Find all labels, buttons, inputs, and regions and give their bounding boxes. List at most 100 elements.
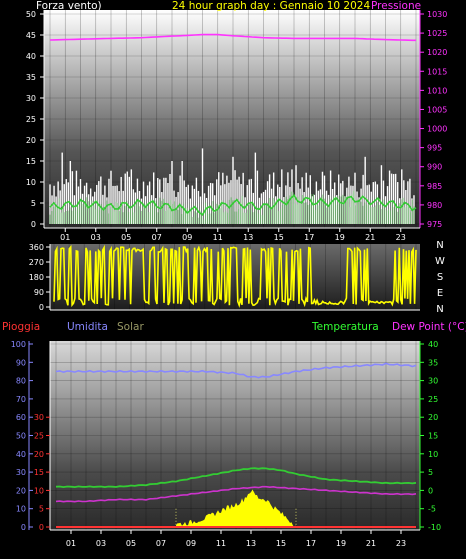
dir-y-tick-label: 90 [34,288,44,297]
hour-tick-label: 01 [60,233,70,242]
wind-y-tick-label: 0 [31,220,36,229]
temp-tick-label: 35 [428,358,438,367]
humidity-tick-label: 10 [16,505,26,514]
hour-tick-label: 23 [396,233,406,242]
humidity-tick-label: 60 [16,413,26,422]
solar-area [176,489,296,527]
dewpoint-label: Dew Point (°C) [392,321,466,333]
direction-letter: W [435,256,445,267]
temp-tick-label: 25 [428,395,438,404]
humidity-tick-label: 40 [16,450,26,459]
pressure-y-tick-label: 1015 [427,67,447,76]
temp-tick-label: 40 [428,340,438,349]
pressure-line [49,33,416,42]
direction-axes: 0 90 180 270 360 [29,243,420,312]
temp-chart-grid [50,341,420,530]
temp-tick-label: 5 [428,468,433,477]
hour-tick-label: 05 [126,539,136,548]
rain-tick-label: 5 [39,505,44,514]
hour-tick-label: 07 [156,539,166,548]
temp-tick-label: -10 [428,523,441,532]
pressure-y-tick-label: 1005 [427,105,447,114]
temp-tick-label: 15 [428,432,438,441]
hour-tick-label: 17 [306,539,316,548]
pressure-y-tick-label: 995 [427,144,442,153]
wind-chart-axes: 0510152025303540455097598098599099510001… [26,10,447,242]
humidity-label: Umidita [67,321,108,333]
wind-direction-line [53,244,417,309]
dir-y-tick-label: 180 [29,273,44,282]
hour-tick-label: 15 [274,233,284,242]
hour-tick-label: 17 [304,233,314,242]
rain-tick-label: 20 [34,450,44,459]
hour-tick-label: 23 [396,539,406,548]
chart-main-title: 24 hour graph day : Gennaio 10 2024 [172,0,370,12]
hour-tick-label: 05 [121,233,131,242]
humidity-tick-label: 50 [16,432,26,441]
pressure-axis-title: Pressione [371,0,421,12]
hour-tick-label: 15 [276,539,286,548]
hour-tick-label: 13 [246,539,256,548]
hour-tick-label: 13 [243,233,253,242]
hour-tick-label: 07 [152,233,162,242]
hour-tick-label: 19 [335,233,345,242]
pressure-y-tick-label: 990 [427,163,442,172]
avg-wind-series [49,190,417,224]
hour-tick-label: 21 [365,233,375,242]
rain-tick-label: 10 [34,486,44,495]
hour-tick-label: 21 [366,539,376,548]
wind-y-tick-label: 20 [26,136,36,145]
direction-letter: E [437,288,443,299]
hour-tick-label: 03 [96,539,106,548]
humidity-tick-label: 100 [11,340,26,349]
temp-tick-label: -5 [428,505,436,514]
rain-tick-label: 30 [34,413,44,422]
hour-tick-label: 01 [66,539,76,548]
pressure-y-tick-label: 980 [427,201,442,210]
wind-y-tick-label: 25 [26,115,36,124]
pressure-y-tick-label: 975 [427,220,442,229]
wind-axis-title: Forza vento) [36,0,102,12]
dir-y-tick-label: 360 [29,243,44,252]
hour-tick-label: 11 [213,233,223,242]
temperature-line [55,467,417,489]
wind-y-tick-label: 5 [31,199,36,208]
direction-letter: S [437,272,443,283]
rain-tick-label: 25 [34,432,44,441]
avg-wind-line [49,194,417,216]
hour-tick-label: 11 [216,539,226,548]
pressure-y-tick-label: 1020 [427,48,447,57]
humidity-tick-label: 0 [21,523,26,532]
hour-tick-label: 09 [182,233,192,242]
hour-tick-label: 09 [186,539,196,548]
pressure-y-tick-label: 1030 [427,10,447,19]
dir-y-tick-label: 0 [39,303,44,312]
wind-direction-series [53,244,417,309]
pressure-y-tick-label: 1025 [427,29,447,38]
temp-tick-label: 20 [428,413,438,422]
rain-tick-label: 0 [39,523,44,532]
humidity-line [55,362,417,379]
humidity-tick-label: 20 [16,486,26,495]
wind-y-tick-label: 40 [26,52,36,61]
humidity-tick-label: 30 [16,468,26,477]
wind-y-tick-label: 30 [26,94,36,103]
hour-tick-label: 19 [336,539,346,548]
direction-letter: N [436,304,443,315]
temperature-label: Temperatura [311,321,379,333]
hour-tick-label: 03 [91,233,101,242]
pressure-y-tick-label: 1010 [427,86,447,95]
temp-tick-label: 30 [428,377,438,386]
humidity-tick-label: 70 [16,395,26,404]
pressure-y-tick-label: 985 [427,182,442,191]
wind-y-tick-label: 15 [26,157,36,166]
temp-tick-label: 10 [428,450,438,459]
solar-series [176,489,296,527]
rain-tick-label: 15 [34,468,44,477]
wind-y-tick-label: 10 [26,178,36,187]
direction-letter: N [436,240,443,251]
humidity-tick-label: 80 [16,377,26,386]
